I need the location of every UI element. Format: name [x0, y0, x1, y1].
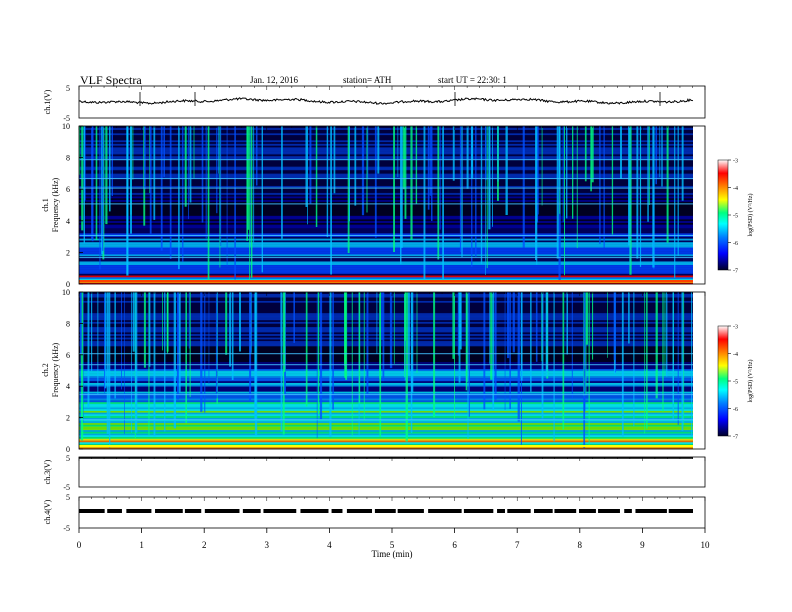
colorbar-label: log(PSD) (V²/Hz) [747, 360, 754, 403]
trace-segment [635, 509, 667, 513]
x-tick-label: 3 [265, 540, 270, 550]
y-tick-label: -5 [63, 524, 70, 533]
colorbar-tick-label: -6 [733, 241, 738, 247]
panel-frame [78, 85, 706, 119]
trace-segment [79, 509, 105, 513]
trace-segment [554, 509, 577, 513]
trace-segment [300, 509, 329, 513]
trace-segment [126, 509, 152, 513]
ch1-frequency-ylabel: Frequency (kHz) [51, 177, 60, 232]
ch1-spectrogram-image [79, 126, 693, 285]
ch2-frequency-ticks: 0 2 4 6 8 10 [62, 288, 83, 454]
y-tick-label: -5 [63, 483, 70, 492]
trace-segment [331, 509, 343, 513]
trace-segment [374, 509, 396, 513]
panel-ch2-spectrogram: ch.2 Frequency (kHz) 0 2 4 6 8 10 [41, 288, 706, 454]
y-tick-label: 6 [66, 351, 70, 360]
trace-segment [497, 509, 505, 513]
x-tick-label: 7 [515, 540, 520, 550]
x-tick-label: 1 [139, 540, 144, 550]
y-tick-label: 4 [66, 217, 70, 226]
trace-segment [598, 509, 620, 513]
colorbar-label: log(PSD) (V²/Hz) [747, 194, 754, 237]
trace-line [78, 97, 694, 105]
trace-segment [507, 509, 531, 513]
y-tick-label: 10 [62, 122, 70, 131]
x-tick-label: 6 [452, 540, 457, 550]
x-axis-label: Time (min) [372, 549, 413, 559]
colorbar-tick-label: -6 [733, 407, 738, 413]
y-tick-label: 5 [66, 84, 70, 93]
y-tick-label: 5 [66, 454, 70, 463]
trace-segment [346, 509, 373, 513]
trace-segment [463, 509, 494, 513]
panel-ch1-spectrogram: ch.1 Frequency (kHz) 0 2 4 6 8 10 [41, 122, 706, 289]
colorbar-tick-label: -7 [733, 269, 738, 275]
y-tick-label: 6 [66, 185, 70, 194]
ch2-spectrogram-image [79, 292, 693, 450]
trace-segment [155, 509, 183, 513]
x-tick-label: 4 [327, 540, 332, 550]
colorbar-gradient [717, 159, 729, 271]
ch4-voltage-trace [79, 509, 693, 513]
ch2-label: ch.2 [41, 363, 50, 377]
ch3-voltage-ylabel: ch.3(V) [43, 459, 52, 484]
colorbar-tick-label: -5 [733, 214, 738, 220]
y-tick-label: 8 [66, 319, 70, 328]
y-tick-label: -5 [63, 114, 70, 123]
trace-segment [263, 509, 297, 513]
x-tick-label: 8 [578, 540, 583, 550]
station-label: station= ATH [343, 75, 392, 85]
y-tick-label: 8 [66, 154, 70, 163]
trace-segment [534, 509, 553, 513]
colorbar-tick-label: -3 [733, 325, 738, 331]
colorbar-gradient [717, 325, 729, 437]
start-time-label: start UT = 22:30: 1 [438, 75, 507, 85]
ch4-voltage-ylabel: ch.4(V) [43, 499, 52, 524]
y-tick-label: 4 [66, 382, 70, 391]
trace-segment [107, 509, 122, 513]
ch2-frequency-ylabel: Frequency (kHz) [51, 342, 60, 397]
x-tick-label: 0 [77, 540, 82, 550]
y-tick-label: 0 [66, 445, 70, 454]
colorbar-ch2: -3 -4 -5 -6 -7 log(PSD) (V²/Hz) [717, 325, 754, 441]
y-tick-label: 2 [66, 414, 70, 423]
time-axis: 0 1 2 3 4 5 6 7 8 9 10 [77, 86, 710, 550]
ch1-voltage-trace [78, 92, 694, 106]
x-tick-label: 5 [390, 540, 395, 550]
colorbar-tick-label: -7 [733, 435, 738, 441]
colorbar-ch1: -3 -4 -5 -6 -7 log(PSD) (V²/Hz) [717, 159, 754, 275]
figure-title: VLF Spectra [80, 73, 142, 87]
panel-ch1-voltage: ch.1(V) 5 -5 [43, 84, 706, 123]
trace-segment [428, 509, 462, 513]
ch1-frequency-ticks: 0 2 4 6 8 10 [62, 122, 83, 289]
trace-segment [397, 509, 424, 513]
colorbar-tick-label: -4 [733, 352, 738, 358]
ch1-label: ch.1 [41, 198, 50, 212]
colorbar-tick-label: -5 [733, 380, 738, 386]
colorbar-ticks: -3 -4 -5 -6 -7 [728, 325, 738, 441]
panel-frame [78, 456, 706, 488]
y-tick-label: 0 [66, 280, 70, 289]
x-tick-label: 9 [640, 540, 645, 550]
panel-ch4-voltage: ch.4(V) 5 -5 [43, 493, 706, 533]
y-tick-label: 5 [66, 493, 70, 502]
panel-ch3-voltage: ch.3(V) 5 -5 [43, 454, 706, 492]
colorbar-ticks: -3 -4 -5 -6 -7 [728, 159, 738, 275]
colorbar-tick-label: -3 [733, 159, 738, 165]
trace-segment [624, 509, 632, 513]
trace-segment [578, 509, 596, 513]
trace-segment [184, 509, 202, 513]
trace-segment [242, 509, 261, 513]
trace-segment [204, 509, 240, 513]
date-label: Jan. 12, 2016 [250, 75, 298, 85]
y-tick-label: 2 [66, 248, 70, 257]
x-tick-label: 10 [701, 540, 711, 550]
trace-segment [668, 509, 693, 513]
ch1-voltage-ylabel: ch.1(V) [43, 89, 52, 114]
colorbar-tick-label: -4 [733, 186, 738, 192]
x-tick-label: 2 [202, 540, 207, 550]
y-tick-label: 10 [62, 288, 70, 297]
